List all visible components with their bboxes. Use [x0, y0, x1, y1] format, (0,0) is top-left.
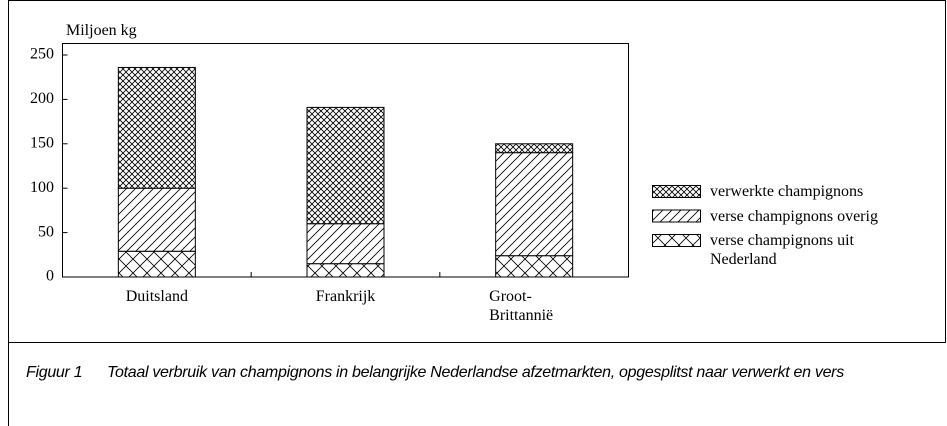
bar-segment [117, 250, 196, 278]
x-tick-label-text: Duitsland [125, 288, 188, 305]
x-tick-label-text: Frankrijk [315, 288, 376, 305]
bar-segment [495, 152, 574, 257]
y-tick-label: 50 [38, 223, 54, 240]
y-tick-label: 200 [30, 90, 54, 107]
y-tick-label: 150 [30, 134, 54, 151]
legend-swatch [652, 234, 701, 247]
y-tick-label: 100 [30, 179, 54, 196]
legend-swatch [652, 209, 701, 223]
y-tick-label: 0 [46, 268, 54, 285]
y-axis-label: Miljoen kg [66, 22, 137, 39]
bar-segment [306, 223, 385, 265]
bar-segment [117, 66, 196, 189]
bar-segment [306, 106, 385, 225]
legend-swatch [652, 185, 701, 198]
legend-label: verse champignons uit Nederland [710, 232, 854, 268]
legend-label: verwerkte champignons [710, 183, 864, 200]
x-tick-label-text: Groot-Brittannië [489, 288, 554, 324]
bar-segment [117, 187, 196, 252]
legend-label: verse champignons overig [710, 207, 878, 225]
bar-segment [495, 255, 574, 278]
bar-segment [495, 143, 574, 154]
frame [8, 0, 946, 343]
caption-text: Totaal verbruik van champignons in belan… [107, 364, 844, 381]
caption-label: Figuur 1 [26, 364, 83, 381]
bar-segment [306, 263, 385, 278]
y-tick-label: 250 [30, 46, 54, 63]
